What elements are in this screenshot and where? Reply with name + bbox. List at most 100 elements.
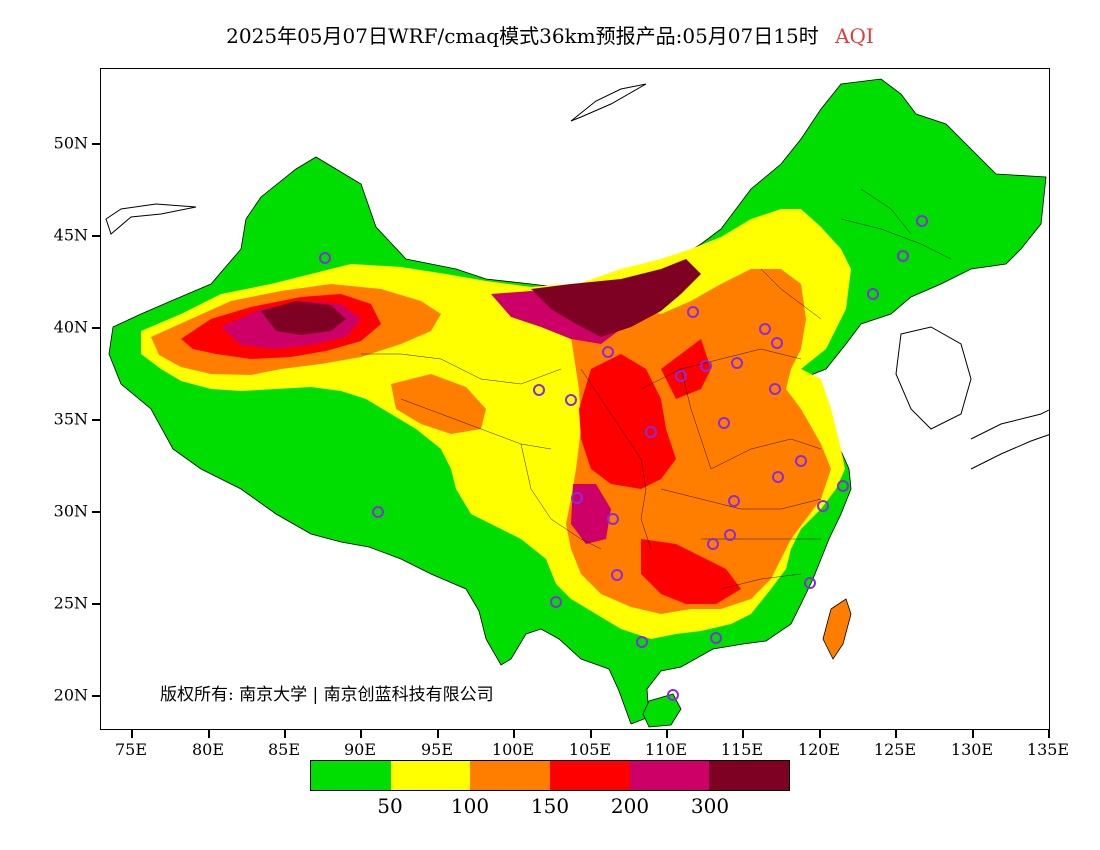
lon-label-90e: 90E: [343, 740, 377, 759]
lat-label-45n: 45N: [53, 225, 88, 245]
station-marker-icon: [769, 383, 781, 395]
legend-label-100: 100: [450, 794, 490, 818]
region-unhealthy: [181, 294, 741, 604]
lon-label-80e: 80E: [191, 740, 225, 759]
station-marker-icon: [667, 689, 679, 701]
title-main: 2025年05月07日WRF/cmaq模式36km预报产品:05月07日15时: [226, 24, 819, 48]
lon-tick: [666, 730, 668, 738]
lon-tick: [590, 730, 592, 738]
lon-label-100e: 100E: [491, 740, 535, 759]
station-marker-icon: [817, 500, 829, 512]
station-marker-icon: [602, 346, 614, 358]
lon-tick: [360, 730, 362, 738]
lat-tick: [92, 419, 100, 421]
station-marker-icon: [731, 357, 743, 369]
region-unhealthy-sensitive: [151, 269, 831, 614]
lon-label-85e: 85E: [267, 740, 301, 759]
lon-label-115e: 115E: [720, 740, 764, 759]
lon-label-75e: 75E: [114, 740, 148, 759]
legend-swatch-moderate: [390, 761, 471, 790]
station-marker-icon: [772, 471, 784, 483]
lat-label-35n: 35N: [53, 409, 88, 429]
lon-tick: [513, 730, 515, 738]
region-hazardous: [261, 259, 701, 337]
lat-tick: [92, 143, 100, 145]
station-marker-icon: [867, 288, 879, 300]
lon-tick: [819, 730, 821, 738]
lon-label-105e: 105E: [568, 740, 612, 759]
legend-swatch-unhealthy: [550, 761, 630, 790]
map-title: 2025年05月07日WRF/cmaq模式36km预报产品:05月07日15时 …: [0, 20, 1100, 49]
title-pollutant: AQI: [835, 24, 874, 48]
station-marker-icon: [372, 506, 384, 518]
lon-tick: [437, 730, 439, 738]
station-marker-icon: [707, 538, 719, 550]
station-marker-icon: [319, 252, 331, 264]
station-marker-icon: [724, 529, 736, 541]
station-marker-icon: [897, 250, 909, 262]
legend-label-150: 150: [530, 794, 570, 818]
station-marker-icon: [710, 632, 722, 644]
lat-tick: [92, 235, 100, 237]
lat-label-20n: 20N: [53, 685, 88, 705]
station-marker-icon: [687, 306, 699, 318]
lon-label-125e: 125E: [873, 740, 917, 759]
province-borders: [361, 188, 952, 590]
station-marker-icon: [771, 337, 783, 349]
lon-tick: [284, 730, 286, 738]
lon-label-120e: 120E: [797, 740, 841, 759]
station-marker-icon: [700, 360, 712, 372]
region-taiwan: [822, 598, 852, 660]
copyright-notice: 版权所有: 南京大学 | 南京创蓝科技有限公司: [160, 685, 494, 705]
lat-label-30n: 30N: [53, 501, 88, 521]
aqi-map-canvas: [105, 78, 1049, 728]
lon-label-130e: 130E: [950, 740, 994, 759]
station-marker-icon: [728, 495, 740, 507]
station-marker-icon: [607, 513, 619, 525]
lon-tick: [1048, 730, 1050, 738]
lat-tick: [92, 327, 100, 329]
lon-label-95e: 95E: [420, 740, 454, 759]
station-marker-icon: [837, 480, 849, 492]
station-marker-icon: [611, 569, 623, 581]
aqi-legend: [310, 760, 790, 791]
station-marker-icon: [645, 426, 657, 438]
legend-swatch-very-unhealthy: [629, 761, 710, 790]
aqi-map: [100, 68, 1050, 730]
station-marker-icon: [759, 323, 771, 335]
legend-label-200: 200: [610, 794, 650, 818]
station-marker-icon: [533, 384, 545, 396]
station-marker-icon: [565, 394, 577, 406]
legend-label-50: 50: [377, 794, 403, 818]
lat-tick: [92, 695, 100, 697]
legend-label-300: 300: [690, 794, 730, 818]
lon-tick: [131, 730, 133, 738]
station-marker-icon: [571, 492, 583, 504]
station-marker-icon: [675, 370, 687, 382]
legend-swatch-unhealthy-sensitive: [470, 761, 551, 790]
lon-label-135e: 135E: [1026, 740, 1070, 759]
station-marker-icon: [804, 577, 816, 589]
lat-label-50n: 50N: [53, 133, 88, 153]
legend-swatch-hazardous: [709, 761, 790, 790]
station-marker-icon: [916, 215, 928, 227]
lon-tick: [208, 730, 210, 738]
lat-tick: [92, 603, 100, 605]
lon-tick: [895, 730, 897, 738]
lon-label-110e: 110E: [644, 740, 688, 759]
legend-swatch-good: [311, 761, 391, 790]
station-marker-icon: [718, 417, 730, 429]
region-hainan: [642, 693, 682, 728]
station-marker-icon: [795, 455, 807, 467]
station-marker-icon: [636, 636, 648, 648]
lat-label-40n: 40N: [53, 317, 88, 337]
station-markers: [319, 215, 928, 701]
japan-outline: [970, 409, 1049, 470]
station-marker-icon: [550, 596, 562, 608]
lat-tick: [92, 511, 100, 513]
korea-outline: [895, 326, 972, 430]
russia-coast: [105, 83, 647, 235]
lon-tick: [742, 730, 744, 738]
lon-tick: [972, 730, 974, 738]
lat-label-25n: 25N: [53, 593, 88, 613]
